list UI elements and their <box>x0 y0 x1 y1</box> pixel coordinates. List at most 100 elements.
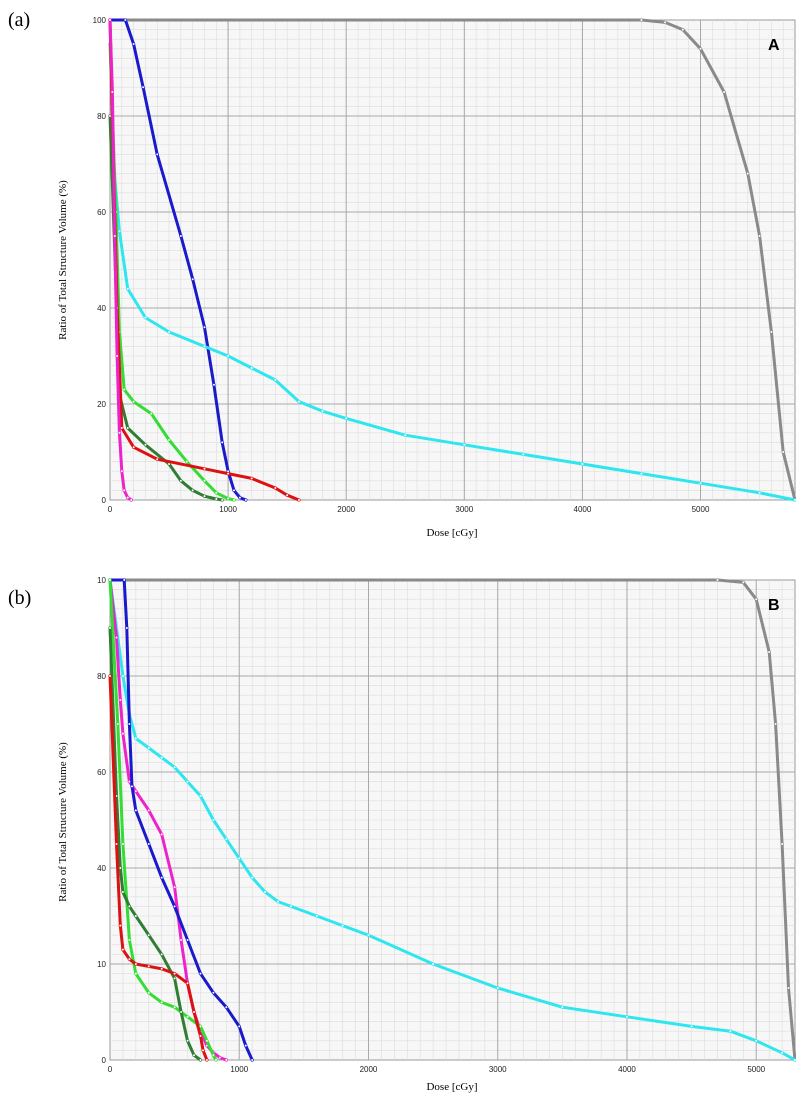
series-marker <box>117 229 122 233</box>
series-marker <box>198 1058 203 1062</box>
series-marker <box>214 491 218 495</box>
series-marker <box>202 494 207 498</box>
series-marker <box>341 924 345 928</box>
series-marker <box>125 626 129 630</box>
corner-label: A <box>768 37 780 54</box>
series-marker <box>185 1015 190 1019</box>
series-marker <box>147 991 151 995</box>
series-marker <box>160 832 164 837</box>
corner-label: B <box>768 597 780 614</box>
series-marker <box>143 316 148 320</box>
series-marker <box>698 47 703 51</box>
series-marker <box>127 938 131 942</box>
series-marker <box>715 578 720 582</box>
series-marker <box>244 498 248 502</box>
series-marker <box>126 496 130 500</box>
series-marker <box>769 330 773 334</box>
series-marker <box>160 967 164 971</box>
panel-label: (a) <box>8 9 30 31</box>
series-marker <box>155 152 159 156</box>
series-marker <box>250 476 254 481</box>
series-marker <box>134 736 138 740</box>
series-marker <box>122 578 126 582</box>
series-marker <box>224 1058 228 1062</box>
series-marker <box>244 1044 248 1048</box>
series-marker <box>113 234 117 238</box>
series-marker <box>121 948 125 952</box>
series-marker <box>212 383 216 387</box>
series-marker <box>121 890 125 894</box>
series-marker <box>403 433 407 437</box>
dvh-chart-b: 0 1000 2000 3000 4000 5000 0 10 40 60 80 10 (b) B Dose… <box>8 576 796 1093</box>
series-marker <box>698 481 703 485</box>
series-marker <box>276 900 280 904</box>
series-marker <box>173 1005 177 1009</box>
panel-label: (b) <box>8 587 31 609</box>
series-marker <box>120 469 124 473</box>
series-marker <box>344 416 348 421</box>
series-marker <box>722 90 726 94</box>
series-marker <box>179 479 183 483</box>
series-marker <box>191 277 195 281</box>
series-marker <box>774 722 778 726</box>
series-marker <box>297 498 301 502</box>
y-axis-title: Ratio of Total Structure Volume (%) <box>57 180 69 340</box>
series-marker <box>273 486 277 490</box>
series-line-2 <box>108 18 248 502</box>
y-tick-label: 20 <box>97 400 106 409</box>
series-marker <box>130 784 134 788</box>
series-marker <box>134 808 138 812</box>
series-marker <box>134 962 138 966</box>
series-marker <box>141 85 145 89</box>
series-marker <box>114 842 119 846</box>
x-tick-label: 2000 <box>360 1065 378 1074</box>
y-tick-label: 40 <box>97 864 106 873</box>
series-marker <box>121 732 125 736</box>
series-marker <box>560 1005 564 1009</box>
series-marker <box>198 1034 203 1038</box>
series-marker <box>214 497 218 501</box>
y-tick-label: 80 <box>97 112 106 121</box>
series-marker <box>285 493 289 497</box>
series-marker <box>114 635 119 640</box>
series-marker <box>211 818 215 822</box>
x-axis-title: Dose [cGy] <box>426 1081 477 1093</box>
x-tick-label: 3000 <box>489 1065 507 1074</box>
series-marker <box>226 496 230 501</box>
series-marker <box>185 938 190 942</box>
series-marker <box>297 400 301 404</box>
series-marker <box>250 876 254 880</box>
series-marker <box>220 440 224 445</box>
series-marker <box>149 412 153 416</box>
x-tick-label: 4000 <box>618 1065 636 1074</box>
series-marker <box>201 1048 205 1053</box>
series-marker <box>185 981 190 985</box>
series-marker <box>786 986 791 990</box>
series-marker <box>211 1053 215 1057</box>
y-axis-title: Ratio of Total Structure Volume (%) <box>57 742 69 902</box>
y-tick-label: 40 <box>97 304 106 313</box>
series-marker <box>121 674 125 678</box>
series-marker <box>122 388 126 392</box>
series-marker <box>226 472 230 476</box>
y-tick-label: 0 <box>102 496 107 505</box>
series-marker <box>134 914 138 918</box>
major-grid <box>110 580 795 1060</box>
series-marker <box>118 924 122 928</box>
series-marker <box>117 431 122 435</box>
series-marker <box>127 957 131 961</box>
series-marker <box>132 42 136 46</box>
series-line-4 <box>108 42 236 502</box>
x-tick-label: 0 <box>108 505 113 514</box>
series-marker <box>108 674 112 678</box>
series-marker <box>115 354 119 358</box>
x-tick-label: 0 <box>108 1065 113 1074</box>
series-marker <box>160 876 164 880</box>
series-marker <box>224 837 228 841</box>
x-tick-label: 2000 <box>337 505 355 514</box>
series-marker <box>218 1056 222 1060</box>
series-marker <box>780 842 784 846</box>
series-marker <box>767 650 771 654</box>
series-marker <box>220 498 224 502</box>
chart-panel-a: 0 1000 2000 3000 4000 5000 0 20 40 60 80 100 (a) A Dos… <box>0 0 796 548</box>
